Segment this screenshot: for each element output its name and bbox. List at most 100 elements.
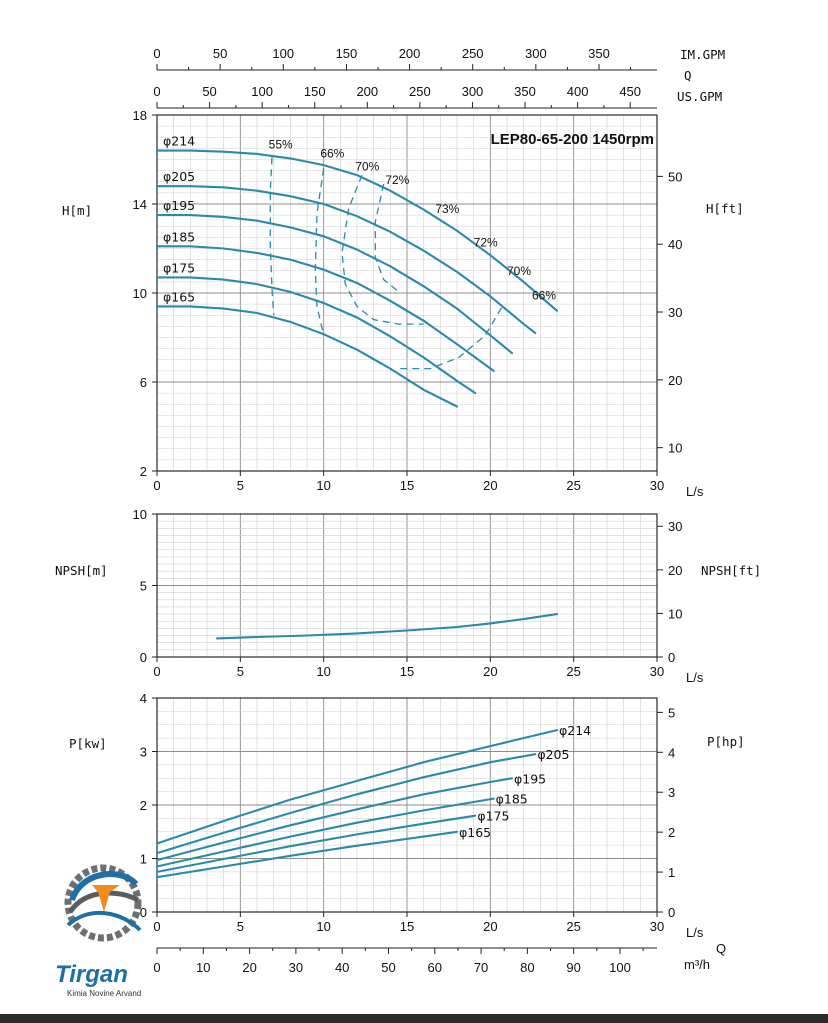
- us-gpm-tick-label: 0: [153, 84, 160, 99]
- im-gpm-tick-label: 50: [213, 46, 227, 61]
- us-gpm-tick-label: 100: [251, 84, 273, 99]
- y-tick-label: 18: [133, 108, 147, 123]
- y-axis-label: P[kw]: [69, 736, 107, 751]
- x-tick-label: 25: [566, 664, 580, 679]
- efficiency-label: 72%: [474, 235, 498, 249]
- y-tick-label: 10: [133, 286, 147, 301]
- power-diameter-label: φ195: [514, 771, 546, 786]
- x-tick-label: 20: [483, 664, 497, 679]
- chart-title: LEP80-65-200 1450rpm: [491, 131, 654, 148]
- x-tick-label: 15: [400, 478, 414, 493]
- diameter-label: φ165: [163, 289, 195, 304]
- iso-efficiency-line: [400, 303, 505, 370]
- efficiency-label: 73%: [435, 202, 459, 216]
- x-axis-label: L/s: [686, 484, 704, 499]
- im-gpm-unit: IM.GPM: [680, 47, 725, 62]
- series-line: [155, 305, 459, 408]
- diameter-label: φ205: [163, 169, 195, 184]
- series-line: [155, 149, 559, 312]
- x-tick-label: 5: [237, 664, 244, 679]
- x-tick-label: 10: [316, 478, 330, 493]
- y-tick-label: 14: [133, 197, 147, 212]
- y-tick-label: 1: [140, 852, 147, 867]
- y-right-tick-label: 20: [668, 563, 682, 578]
- m3h-tick-label: 50: [381, 960, 395, 975]
- y-right-axis-label: H[ft]: [706, 201, 744, 216]
- im-gpm-tick-label: 200: [399, 46, 421, 61]
- x-tick-label: 5: [237, 919, 244, 934]
- m3h-tick-label: 40: [335, 960, 349, 975]
- y-right-tick-label: 5: [668, 705, 675, 720]
- y-tick-label: 6: [140, 375, 147, 390]
- x-tick-label: 30: [650, 919, 664, 934]
- series-line: [155, 777, 514, 862]
- efficiency-label: 70%: [355, 160, 379, 174]
- x-tick-label: 20: [483, 478, 497, 493]
- bottom-border: [0, 1014, 828, 1023]
- y-tick-label: 2: [140, 464, 147, 479]
- us-gpm-unit: US.GPM: [677, 89, 722, 104]
- diameter-label: φ195: [163, 198, 195, 213]
- y-right-tick-label: 40: [668, 237, 682, 252]
- x-tick-label: 25: [566, 478, 580, 493]
- diameter-label: φ214: [163, 134, 195, 149]
- x-tick-label: 0: [153, 664, 160, 679]
- x-tick-label: 20: [483, 919, 497, 934]
- series-line: [155, 830, 459, 879]
- y-tick-label: 2: [140, 798, 147, 813]
- y-right-tick-label: 1: [668, 865, 675, 880]
- y-axis-label: NPSH[m]: [55, 563, 108, 578]
- x-tick-label: 30: [650, 664, 664, 679]
- brand-name: Tirgan: [55, 961, 128, 988]
- series-line: [155, 276, 477, 395]
- us-gpm-tick-label: 250: [409, 84, 431, 99]
- series-line: [155, 797, 495, 868]
- x-tick-label: 5: [237, 478, 244, 493]
- im-gpm-tick-label: 150: [336, 46, 358, 61]
- y-right-axis-label: P[hp]: [707, 734, 745, 749]
- x-axis-label: L/s: [686, 670, 704, 685]
- diameter-label: φ185: [163, 229, 195, 244]
- m3h-tick-label: 10: [196, 960, 210, 975]
- power-diameter-label: φ165: [459, 825, 491, 840]
- y-right-tick-label: 4: [668, 745, 675, 760]
- brand-tagline: Kimia Novine Arvand: [67, 989, 141, 998]
- m3h-tick-label: 0: [153, 960, 160, 975]
- diameter-label: φ175: [163, 260, 195, 275]
- m3h-tick-label: 30: [289, 960, 303, 975]
- y-right-tick-label: 0: [668, 905, 675, 920]
- y-right-tick-label: 0: [668, 650, 675, 665]
- iso-efficiency-line: [314, 168, 325, 336]
- y-tick-label: 3: [140, 745, 147, 760]
- series-line: [155, 729, 559, 845]
- us-gpm-tick-label: 350: [514, 84, 536, 99]
- x-tick-label: 10: [316, 664, 330, 679]
- efficiency-label: 66%: [320, 146, 344, 160]
- m3h-tick-label: 20: [242, 960, 256, 975]
- us-gpm-tick-label: 150: [304, 84, 326, 99]
- npsh-chart: 0 5 10 15 20 25 30 L/s 0 5 10 NPSH[m] 0 10 20 30 NPSH[ft…: [55, 507, 761, 685]
- x-tick-label: 25: [566, 919, 580, 934]
- y-right-tick-label: 30: [668, 305, 682, 320]
- y-right-tick-label: 10: [668, 606, 682, 621]
- y-axis-label: H[m]: [62, 203, 92, 218]
- us-gpm-tick-label: 400: [567, 84, 589, 99]
- m3h-tick-label: 100: [609, 960, 631, 975]
- x-tick-label: 15: [400, 919, 414, 934]
- series-line: [215, 613, 559, 640]
- im-gpm-tick-label: 0: [153, 46, 160, 61]
- y-tick-label: 4: [140, 691, 147, 706]
- y-right-axis-label: NPSH[ft]: [701, 563, 761, 578]
- power-diameter-label: φ205: [537, 747, 569, 762]
- head-chart: 0 5 10 15 20 25 30 L/s 2 6 10 14 18 H[m] 10 20 30 40 50 H[f…: [62, 108, 744, 499]
- y-right-tick-label: 30: [668, 519, 682, 534]
- x-tick-label: 30: [650, 478, 664, 493]
- us-gpm-tick-label: 450: [619, 84, 641, 99]
- m3h-tick-label: 60: [428, 960, 442, 975]
- iso-efficiency-line: [374, 183, 401, 294]
- m3h-unit: m³/h: [684, 957, 710, 972]
- x-tick-label: 10: [316, 919, 330, 934]
- y-tick-label: 10: [133, 507, 147, 522]
- y-tick-label: 0: [140, 650, 147, 665]
